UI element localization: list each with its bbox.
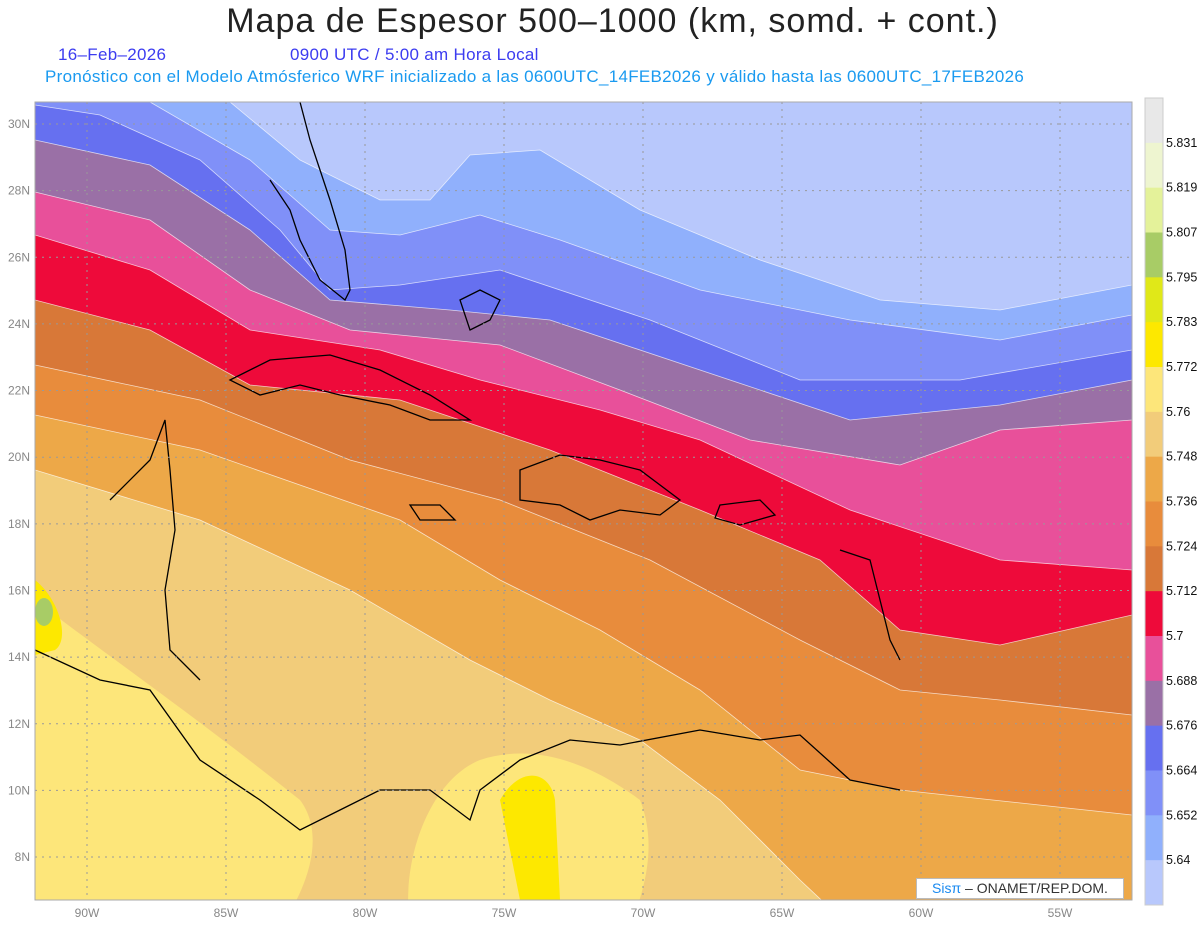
coastlines	[35, 102, 901, 831]
map-title: Mapa de Espesor 500–1000 (km, somd. + co…	[226, 2, 999, 40]
colorbar-swatch	[1145, 680, 1163, 727]
colorbar-label: 5.64	[1166, 853, 1190, 867]
colorbar-swatch	[1145, 456, 1163, 502]
colorbar-swatch	[1145, 322, 1163, 368]
thickness-band	[35, 598, 53, 626]
lon-label: 70W	[631, 906, 656, 920]
colorbar-label: 5.819	[1166, 181, 1197, 195]
thickness-band	[500, 775, 560, 900]
colorbar-swatch	[1145, 232, 1163, 278]
colorbar-label: 5.676	[1166, 719, 1197, 733]
colorbar-swatch	[1145, 725, 1163, 771]
colorbar-swatch	[1145, 860, 1163, 906]
colorbar-swatch	[1145, 411, 1163, 458]
lat-label: 26N	[8, 250, 30, 264]
credit-text: – ONAMET/REP.DOM.	[961, 880, 1108, 896]
colorbar-label: 5.7	[1166, 629, 1183, 643]
colorbar-swatch	[1145, 187, 1163, 233]
colorbar-label: 5.736	[1166, 495, 1197, 509]
lat-label: 18N	[8, 517, 30, 531]
lat-label: 14N	[8, 650, 30, 664]
colorbar: 5.831 5.819 5.807 5.795 5.783 5.772 5.76 5.748 5…	[1144, 97, 1197, 906]
coastline	[519, 454, 682, 521]
colorbar-swatch	[1145, 591, 1163, 637]
colorbar-swatch	[1145, 277, 1163, 323]
colorbar-swatch	[1145, 770, 1163, 816]
colorbar-swatch	[1145, 501, 1163, 547]
lon-label: 85W	[214, 906, 239, 920]
colorbar-label: 5.724	[1166, 539, 1197, 553]
map-frame	[34, 101, 1133, 901]
forecast-time: 0900 UTC / 5:00 am Hora Local	[290, 45, 539, 64]
coastline	[269, 102, 351, 302]
lon-label: 65W	[770, 906, 795, 920]
colorbar-label: 5.807	[1166, 226, 1197, 240]
colorbar-swatch	[1145, 546, 1163, 592]
brand-logo: Sisπ	[932, 880, 962, 896]
colorbar-swatch	[1145, 142, 1163, 189]
lat-label: 22N	[8, 384, 30, 398]
colorbar-label: 5.795	[1166, 270, 1197, 284]
colorbar-label: 5.664	[1166, 764, 1197, 778]
credit-logo: Sisπ – ONAMET/REP.DOM.	[916, 878, 1124, 899]
lat-label: 8N	[15, 850, 30, 864]
lat-label: 10N	[8, 783, 30, 797]
forecast-date: 16–Feb–2026	[58, 45, 167, 64]
colorbar-label: 5.688	[1166, 674, 1197, 688]
coastline	[408, 504, 457, 521]
colorbar-swatch	[1145, 636, 1163, 682]
coastline	[714, 499, 777, 526]
colorbar-label: 5.748	[1166, 450, 1197, 464]
lat-label: 20N	[8, 450, 30, 464]
colorbar-swatch	[1145, 815, 1163, 861]
colorbar-label: 5.772	[1166, 360, 1197, 374]
lat-label: 30N	[8, 117, 30, 131]
lon-label: 80W	[353, 906, 378, 920]
lat-label: 12N	[8, 717, 30, 731]
coastline	[839, 549, 901, 661]
lat-lon-grid: 90W 85W 80W 75W 70W 65W 60W 55W 30N 28N 26N 24N 22N 2…	[8, 102, 1132, 920]
coastline	[109, 419, 201, 681]
coastline	[228, 354, 473, 421]
lat-label: 28N	[8, 184, 30, 198]
model-info: Pronóstico con el Modelo Atmósferico WRF…	[45, 67, 1025, 86]
colorbar-label: 5.783	[1166, 315, 1197, 329]
lon-label: 90W	[75, 906, 100, 920]
colorbar-label: 5.712	[1166, 584, 1197, 598]
colorbar-swatch	[1145, 98, 1163, 144]
thickness-band	[35, 600, 313, 900]
colorbar-swatch	[1145, 367, 1163, 413]
coastline	[35, 649, 901, 831]
lon-label: 60W	[909, 906, 934, 920]
colorbar-label: 5.831	[1166, 136, 1197, 150]
lon-label: 75W	[492, 906, 517, 920]
colorbar-label: 5.76	[1166, 405, 1190, 419]
colorbar-frame	[1144, 97, 1164, 906]
lon-label: 55W	[1048, 906, 1073, 920]
thickness-shading	[35, 102, 1132, 900]
lat-label: 24N	[8, 317, 30, 331]
colorbar-label: 5.652	[1166, 808, 1197, 822]
lat-label: 16N	[8, 583, 30, 597]
coastline	[459, 289, 501, 331]
